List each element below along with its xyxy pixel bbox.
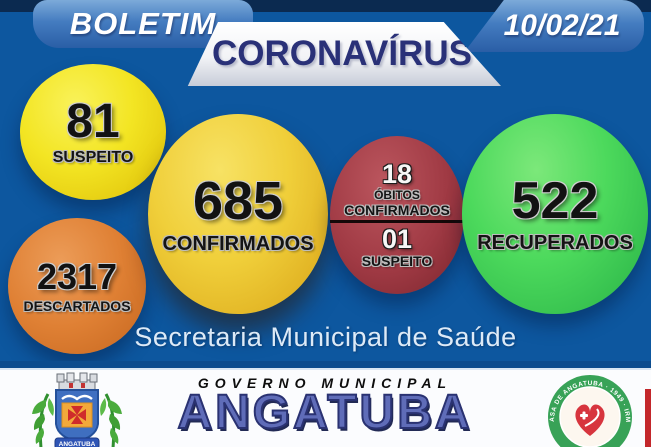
government-label: GOVERNO MUNICIPAL [197, 375, 453, 391]
title-banner: CORONAVÍRUS [187, 22, 501, 86]
crest-banner-label: ANGATUBA [59, 441, 96, 447]
stat-bubble-confirmed: 685 CONFIRMADOS [148, 114, 328, 314]
city-crest: ANGATUBA [32, 372, 122, 447]
recovered-count: 522 [511, 171, 599, 230]
santa-casa-seal: SANTA CASA DE ANGATUBA · 1949 · IRMANDAD… [547, 374, 632, 447]
footer-separator-line [0, 368, 651, 370]
recovered-label: RECUPERADOS [477, 231, 633, 254]
stat-bubble-discarded: 2317 DESCARTADOS [8, 218, 146, 354]
deaths-divider [330, 220, 464, 224]
subtitle: Secretaria Municipal de Saúde [134, 322, 517, 352]
crest-maltese-cross-icon [68, 406, 86, 424]
stat-bubble-recovered: 522 RECUPERADOS [462, 114, 648, 314]
discarded-count: 2317 [36, 255, 118, 297]
confirmed-count: 685 [192, 170, 284, 231]
date-label: 10/02/21 [503, 9, 621, 42]
crest-corn-right-icon [100, 393, 122, 447]
death-suspect-count: 01 [381, 224, 413, 255]
suspects-count: 81 [66, 94, 120, 148]
crest-crown-icon [56, 372, 98, 391]
crest-corn-left-icon [32, 393, 54, 447]
death-suspect-label: SUSPEITO [361, 253, 433, 270]
deaths-count: 18 [381, 159, 413, 190]
confirmed-label: CONFIRMADOS [162, 232, 314, 255]
date-pill: 10/02/21 [464, 0, 644, 52]
crest-banner: ANGATUBA [54, 437, 100, 447]
crest-shield-icon [55, 389, 99, 442]
suspects-label: SUSPEITO [52, 148, 134, 166]
red-edge-strip [645, 389, 651, 447]
crest-bird-icon [61, 394, 93, 401]
seal-heart-icon [575, 404, 605, 436]
discarded-label: DESCARTADOS [23, 297, 131, 314]
deaths-label-line2: CONFIRMADOS [344, 201, 450, 218]
city-name: ANGATUBA [176, 386, 473, 439]
bulletin-label: BOLETIM [69, 6, 217, 41]
footer-top-edge [0, 361, 651, 368]
stat-bubble-suspects: 81 SUSPEITO [20, 64, 166, 200]
stat-bubble-deaths: 18 ÓBITOS CONFIRMADOS 01 SUSPEITO [330, 136, 464, 294]
deaths-label-line1: ÓBITOS [374, 188, 420, 203]
page-title: CORONAVÍRUS [212, 34, 472, 73]
footer [0, 370, 651, 447]
